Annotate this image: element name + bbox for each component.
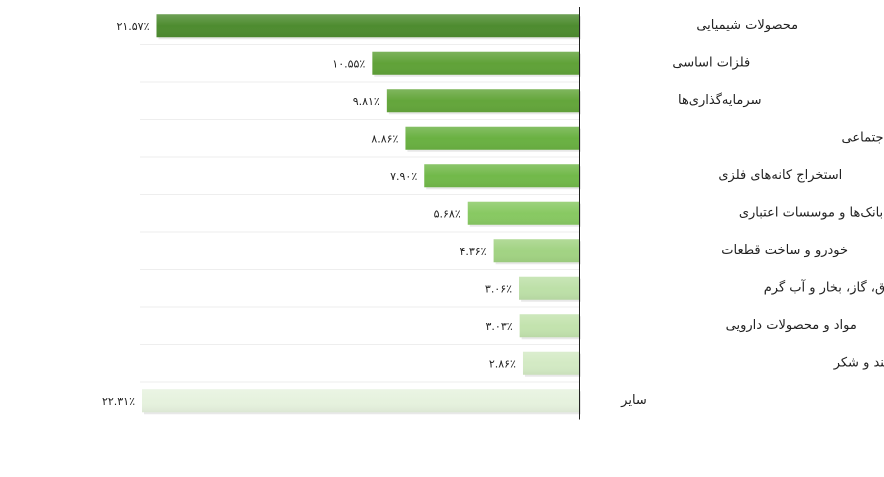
value-label: ۹.۸۱٪: [353, 95, 380, 108]
category-label: فلزات اساسی: [672, 55, 750, 70]
value-label: ۸.۸۶٪: [371, 132, 398, 145]
value-label: ۴.۳۶٪: [459, 245, 486, 258]
bar-highlight: [467, 201, 579, 225]
bar-highlight: [372, 51, 579, 75]
category-label: سایر: [620, 393, 647, 408]
bar-highlight: [156, 14, 579, 38]
value-label: ۵.۶۸٪: [434, 207, 461, 220]
bar-highlight: [386, 89, 579, 113]
bar-row: ۱۰.۵۵٪ فلزات اساسی: [140, 44, 750, 77]
bar-row: ۲۱.۵۷٪ محصولات شیمیایی: [116, 14, 798, 40]
category-label: محصولات شیمیایی: [696, 18, 798, 33]
category-label: عرضه برق، گاز، بخار و آب گرم: [764, 278, 884, 295]
bar-highlight: [424, 164, 579, 188]
bar-row: ۲.۸۶٪ محصولات غذایی و آشامیدنی بجز قند و …: [140, 344, 884, 377]
bar-row: ۹.۸۱٪ سرمایه‌گذاری‌ها: [140, 81, 761, 115]
category-label: محصولات غذایی و آشامیدنی بجز قند و شکر: [833, 353, 884, 370]
category-label: بیمه و صندوق بازنشستگی بجز تامین اجتماعی: [842, 129, 884, 145]
category-label: بانک‌ها و موسسات اعتباری: [739, 205, 883, 220]
bar-highlight: [493, 239, 579, 263]
bar-row: ۳.۰۳٪ مواد و محصولات دارویی: [140, 306, 857, 340]
value-label: ۲۲.۳۱٪: [102, 395, 135, 408]
category-label: سرمایه‌گذاری‌ها: [678, 92, 761, 108]
bar-highlight: [519, 314, 579, 338]
chart-rows: ۲۱.۵۷٪ محصولات شیمیایی ۱۰.۵۵٪ فلزات اساسی ۹.…: [102, 14, 884, 415]
bar-highlight: [519, 276, 579, 300]
value-label: ۱۰.۵۵٪: [332, 57, 365, 70]
bar-highlight: [522, 351, 579, 375]
bar-highlight: [142, 389, 579, 413]
value-label: ۲۱.۵۷٪: [116, 20, 149, 33]
bar-row: ۸.۸۶٪ بیمه و صندوق بازنشستگی بجز تامین اج…: [140, 119, 884, 152]
value-label: ۳.۰۶٪: [485, 282, 512, 295]
category-label: خودرو و ساخت قطعات: [721, 243, 848, 258]
bar-row: ۳.۰۶٪ عرضه برق، گاز، بخار و آب گرم: [140, 269, 884, 302]
value-label: ۳.۰۳٪: [486, 320, 513, 333]
value-label: ۲.۸۶٪: [489, 357, 516, 370]
bar-row: ۲۲.۳۱٪ سایر: [102, 381, 647, 415]
bar-row: ۷.۹۰٪ استخراج کانه‌های فلزی: [140, 156, 842, 190]
value-label: ۷.۹۰٪: [390, 170, 417, 183]
category-label: مواد و محصولات دارویی: [726, 318, 857, 333]
bar-highlight: [405, 126, 579, 150]
bar-row: ۵.۶۸٪ بانک‌ها و موسسات اعتباری: [140, 194, 883, 227]
category-label: استخراج کانه‌های فلزی: [718, 168, 842, 183]
bar-row: ۴.۳۶٪ خودرو و ساخت قطعات: [140, 231, 848, 265]
